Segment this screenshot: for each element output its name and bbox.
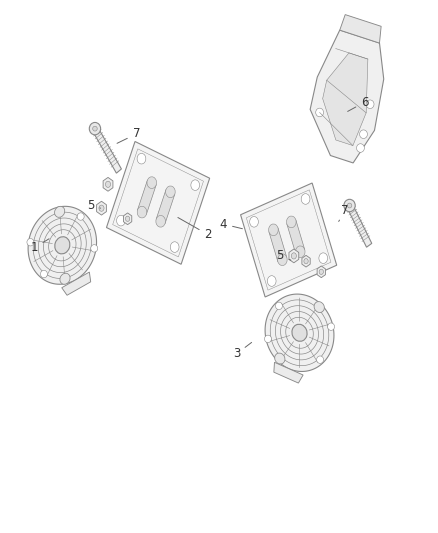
Ellipse shape	[170, 242, 179, 253]
Ellipse shape	[93, 126, 97, 131]
Polygon shape	[156, 190, 175, 223]
Polygon shape	[287, 220, 305, 254]
Ellipse shape	[156, 215, 166, 227]
Ellipse shape	[268, 224, 278, 236]
Ellipse shape	[89, 123, 101, 135]
Polygon shape	[274, 362, 303, 383]
Polygon shape	[347, 204, 372, 247]
Polygon shape	[340, 14, 381, 43]
Polygon shape	[106, 141, 210, 264]
Ellipse shape	[106, 181, 110, 188]
Polygon shape	[97, 201, 106, 215]
Polygon shape	[124, 213, 132, 224]
Ellipse shape	[317, 356, 324, 364]
Text: 1: 1	[30, 239, 49, 254]
Ellipse shape	[286, 216, 296, 228]
Text: 7: 7	[339, 204, 349, 221]
Ellipse shape	[366, 100, 374, 109]
Polygon shape	[323, 53, 368, 146]
Ellipse shape	[147, 177, 156, 189]
Ellipse shape	[301, 193, 310, 204]
Polygon shape	[302, 255, 310, 267]
Ellipse shape	[250, 216, 258, 227]
Ellipse shape	[319, 253, 328, 263]
Ellipse shape	[347, 203, 352, 208]
Ellipse shape	[296, 246, 305, 257]
Text: 7: 7	[117, 127, 140, 143]
Ellipse shape	[137, 154, 146, 164]
Polygon shape	[28, 206, 96, 284]
Polygon shape	[103, 177, 113, 191]
Ellipse shape	[360, 130, 367, 139]
Ellipse shape	[328, 323, 335, 330]
Ellipse shape	[55, 237, 70, 254]
Polygon shape	[269, 228, 287, 262]
Ellipse shape	[291, 253, 297, 259]
Ellipse shape	[137, 206, 147, 218]
Ellipse shape	[278, 254, 287, 265]
Ellipse shape	[304, 259, 308, 264]
Polygon shape	[310, 30, 384, 163]
Text: 5: 5	[276, 249, 291, 262]
Ellipse shape	[91, 245, 98, 252]
Ellipse shape	[40, 270, 47, 278]
Ellipse shape	[275, 353, 285, 364]
Ellipse shape	[292, 324, 307, 341]
Text: 3: 3	[233, 342, 251, 360]
Polygon shape	[289, 249, 299, 263]
Polygon shape	[317, 266, 325, 278]
Ellipse shape	[344, 199, 355, 212]
Ellipse shape	[191, 180, 200, 190]
Text: 6: 6	[348, 95, 368, 111]
Ellipse shape	[314, 302, 325, 312]
Ellipse shape	[27, 239, 34, 246]
Ellipse shape	[357, 144, 364, 152]
Polygon shape	[240, 183, 337, 297]
Text: 5: 5	[87, 199, 101, 212]
Text: 4: 4	[219, 217, 242, 231]
Ellipse shape	[125, 216, 130, 221]
Polygon shape	[265, 294, 334, 372]
Ellipse shape	[77, 213, 84, 220]
Polygon shape	[62, 272, 91, 295]
Ellipse shape	[316, 108, 324, 117]
Ellipse shape	[166, 186, 175, 198]
Ellipse shape	[265, 335, 272, 343]
Ellipse shape	[276, 302, 283, 310]
Ellipse shape	[60, 273, 70, 284]
Ellipse shape	[55, 206, 65, 217]
Polygon shape	[92, 126, 121, 173]
Text: 2: 2	[178, 217, 212, 241]
Ellipse shape	[319, 269, 323, 274]
Ellipse shape	[117, 215, 125, 226]
Ellipse shape	[267, 276, 276, 286]
Ellipse shape	[99, 205, 104, 211]
Polygon shape	[138, 181, 156, 214]
